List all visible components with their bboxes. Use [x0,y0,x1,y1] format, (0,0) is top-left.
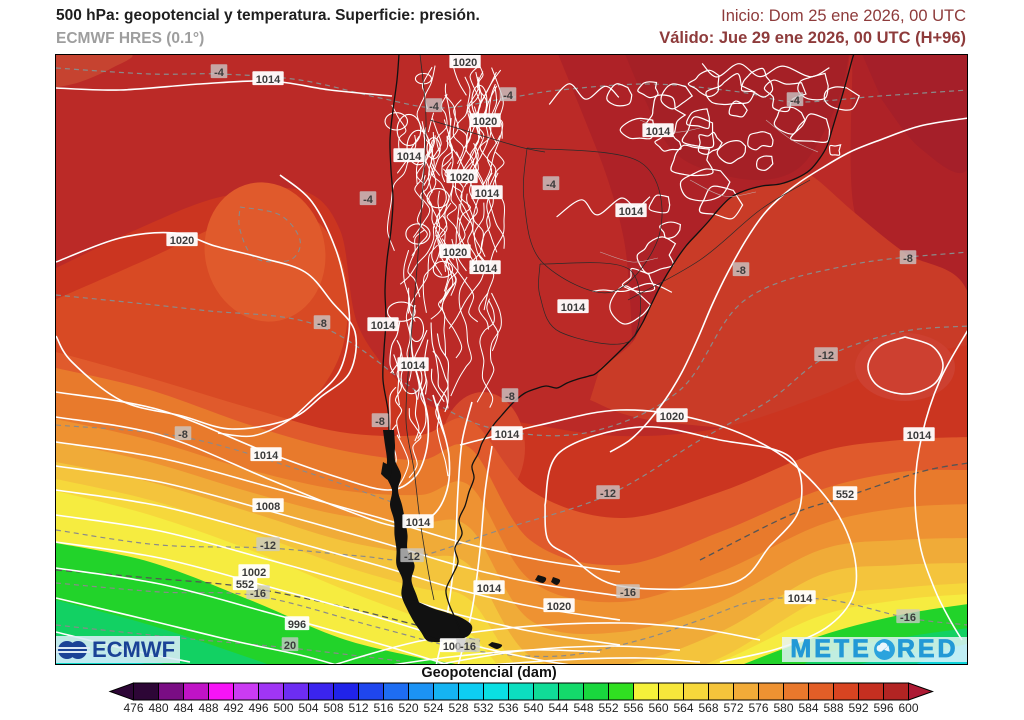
svg-text:540: 540 [523,701,543,715]
svg-text:1014: 1014 [619,206,644,218]
svg-text:1014: 1014 [406,517,431,529]
svg-text:524: 524 [423,701,443,715]
svg-text:544: 544 [548,701,568,715]
svg-text:-12: -12 [404,551,420,563]
svg-text:552: 552 [236,579,254,591]
svg-text:1014: 1014 [495,429,520,441]
svg-text:996: 996 [288,619,306,631]
svg-text:-4: -4 [503,90,514,102]
svg-text:-8: -8 [736,265,746,277]
svg-text:564: 564 [673,701,693,715]
svg-text:1014: 1014 [646,126,671,138]
svg-text:1020: 1020 [453,57,477,69]
svg-text:-12: -12 [600,488,616,500]
svg-text:592: 592 [848,701,868,715]
svg-text:-8: -8 [505,391,515,403]
svg-text:552: 552 [836,489,854,501]
svg-text:1014: 1014 [477,583,502,595]
svg-text:-16: -16 [250,588,266,600]
svg-text:532: 532 [473,701,493,715]
svg-text:-12: -12 [818,350,834,362]
svg-text:-8: -8 [178,429,188,441]
svg-text:492: 492 [223,701,243,715]
svg-text:-8: -8 [317,318,327,330]
svg-text:-16: -16 [460,641,476,653]
svg-text:-4: -4 [429,101,440,113]
svg-text:-16: -16 [620,587,636,599]
svg-text:1014: 1014 [397,151,422,163]
svg-text:512: 512 [348,701,368,715]
svg-text:1020: 1020 [450,172,474,184]
svg-text:1014: 1014 [561,302,586,314]
svg-text:1020: 1020 [170,235,194,247]
svg-text:480: 480 [148,701,168,715]
svg-text:1020: 1020 [443,247,467,259]
svg-text:1014: 1014 [371,320,396,332]
svg-text:1020: 1020 [660,411,684,423]
svg-text:568: 568 [698,701,718,715]
svg-text:516: 516 [373,701,393,715]
svg-text:-16: -16 [900,612,916,624]
svg-text:-4: -4 [790,95,801,107]
svg-text:-4: -4 [363,194,374,206]
svg-text:484: 484 [173,701,193,715]
svg-text:500: 500 [273,701,293,715]
svg-text:1014: 1014 [256,74,281,86]
svg-text:488: 488 [198,701,218,715]
svg-text:1014: 1014 [254,450,279,462]
svg-text:556: 556 [623,701,643,715]
svg-text:572: 572 [723,701,743,715]
svg-text:596: 596 [873,701,893,715]
svg-text:-4: -4 [214,67,225,79]
svg-text:600: 600 [898,701,918,715]
svg-text:1020: 1020 [547,601,571,613]
svg-text:1014: 1014 [401,360,426,372]
svg-text:576: 576 [748,701,768,715]
svg-text:496: 496 [248,701,268,715]
svg-text:20: 20 [284,640,296,652]
svg-text:560: 560 [648,701,668,715]
svg-text:520: 520 [398,701,418,715]
svg-text:1002: 1002 [242,567,266,579]
svg-text:580: 580 [773,701,793,715]
svg-text:1014: 1014 [473,263,498,275]
svg-text:476: 476 [123,701,143,715]
svg-text:1014: 1014 [907,430,932,442]
svg-text:536: 536 [498,701,518,715]
svg-text:584: 584 [798,701,818,715]
svg-text:-8: -8 [375,416,385,428]
svg-text:-4: -4 [546,179,557,191]
svg-text:1020: 1020 [473,116,497,128]
svg-text:1014: 1014 [788,593,813,605]
svg-text:548: 548 [573,701,593,715]
svg-text:1008: 1008 [256,501,280,513]
svg-text:504: 504 [298,701,318,715]
svg-text:-8: -8 [903,253,913,265]
svg-text:-12: -12 [260,540,276,552]
svg-text:1014: 1014 [475,188,500,200]
svg-text:508: 508 [323,701,343,715]
svg-text:552: 552 [598,701,618,715]
svg-text:528: 528 [448,701,468,715]
svg-text:588: 588 [823,701,843,715]
